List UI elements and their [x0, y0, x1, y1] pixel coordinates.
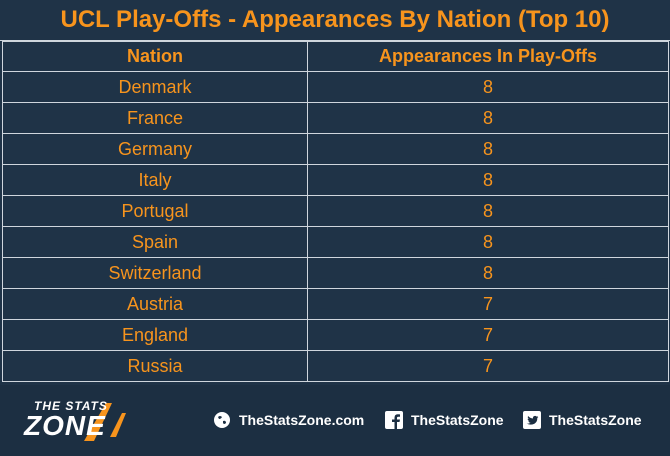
- facebook-icon: [385, 411, 403, 429]
- logo-text-top: THE STATS: [34, 399, 108, 413]
- footer-bar: THE STATS ZONE TheStatsZone.com TheStats…: [0, 385, 670, 456]
- appearances-cell: 7: [307, 350, 669, 382]
- website-link[interactable]: TheStatsZone.com: [213, 410, 364, 430]
- logo-text-main: ZONE: [24, 410, 106, 441]
- appearances-cell: 8: [307, 164, 669, 196]
- table-row: Italy 8: [2, 164, 669, 196]
- table-row: Portugal 8: [2, 195, 669, 227]
- nation-cell: England: [2, 319, 308, 351]
- appearances-cell: 8: [307, 133, 669, 165]
- website-label: TheStatsZone.com: [239, 412, 365, 428]
- appearances-cell: 8: [307, 226, 669, 258]
- column-header-appearances: Appearances In Play-Offs: [307, 41, 669, 72]
- twitter-label: TheStatsZone: [549, 412, 642, 428]
- table-row: Germany 8: [2, 133, 669, 165]
- nation-cell: Portugal: [2, 195, 308, 227]
- appearances-cell: 8: [307, 71, 669, 103]
- nation-cell: Germany: [2, 133, 308, 165]
- stats-zone-logo: THE STATS ZONE: [14, 397, 144, 445]
- table-row: France 8: [2, 102, 669, 134]
- column-header-nation: Nation: [2, 41, 308, 72]
- nation-cell: Russia: [2, 350, 308, 382]
- table-row: England 7: [2, 319, 669, 351]
- appearances-table: Nation Appearances In Play-Offs Denmark …: [2, 41, 669, 382]
- facebook-link[interactable]: TheStatsZone: [385, 410, 504, 430]
- nation-cell: Austria: [2, 288, 308, 320]
- appearances-cell: 7: [307, 288, 669, 320]
- table-row: Russia 7: [2, 350, 669, 382]
- facebook-label: TheStatsZone: [411, 412, 504, 428]
- table-row: Austria 7: [2, 288, 669, 320]
- twitter-icon: [523, 411, 541, 429]
- table-header-row: Nation Appearances In Play-Offs: [2, 41, 669, 72]
- appearances-cell: 7: [307, 319, 669, 351]
- globe-icon: [214, 412, 230, 428]
- twitter-link[interactable]: TheStatsZone: [523, 410, 642, 430]
- nation-cell: Spain: [2, 226, 308, 258]
- logo-swoosh-icon: [84, 403, 126, 441]
- page-title: UCL Play-Offs - Appearances By Nation (T…: [0, 0, 670, 41]
- nation-cell: Denmark: [2, 71, 308, 103]
- nation-cell: Italy: [2, 164, 308, 196]
- table-row: Spain 8: [2, 226, 669, 258]
- appearances-cell: 8: [307, 257, 669, 289]
- table-row: Denmark 8: [2, 71, 669, 103]
- appearances-cell: 8: [307, 102, 669, 134]
- appearances-cell: 8: [307, 195, 669, 227]
- table-row: Switzerland 8: [2, 257, 669, 289]
- nation-cell: France: [2, 102, 308, 134]
- nation-cell: Switzerland: [2, 257, 308, 289]
